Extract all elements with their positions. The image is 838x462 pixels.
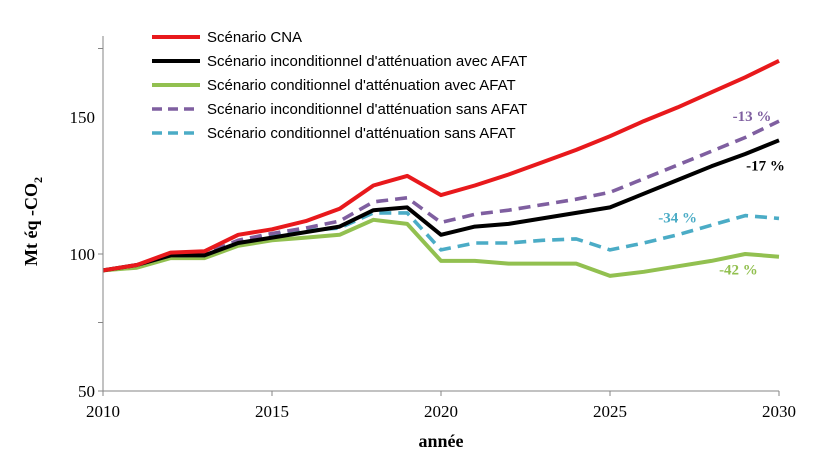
y-tick-label: 50 xyxy=(78,382,95,401)
legend: Scénario CNA Scénario inconditionnel d'at… xyxy=(152,29,527,142)
series-line-2 xyxy=(102,217,780,278)
y-axis-title-subscript: 2 xyxy=(31,177,45,183)
y-tick-label: 150 xyxy=(70,108,96,127)
legend-label-3: Scénario inconditionnel d'atténuation sa… xyxy=(207,101,527,118)
reduction-annotation-3: -42 % xyxy=(719,263,758,279)
series-line-0 xyxy=(102,59,780,273)
legend-label-1: Scénario inconditionnel d'atténuation av… xyxy=(207,53,527,70)
x-tick-label: 2025 xyxy=(593,402,627,421)
annotations: -13 % -17 % -34 % -42 % xyxy=(658,109,785,278)
x-tick-label: 2020 xyxy=(424,402,458,421)
tick-labels: 2010 2015 2020 2025 2030 50 100 150 xyxy=(70,108,797,421)
y-axis-title-text: Mt éq -CO xyxy=(21,183,41,266)
x-tick-label: 2010 xyxy=(86,402,120,421)
axes xyxy=(98,36,780,396)
reduction-annotation-0: -13 % xyxy=(733,109,772,125)
series-line-1 xyxy=(102,138,780,273)
x-tick-label: 2015 xyxy=(255,402,289,421)
y-axis-title: Mt éq -CO2 xyxy=(21,177,45,266)
plot-lines xyxy=(102,59,780,278)
y-tick-label: 100 xyxy=(70,245,96,264)
x-tick-label: 2030 xyxy=(762,402,796,421)
legend-label-0: Scénario CNA xyxy=(207,29,302,46)
legend-label-2: Scénario conditionnel d'atténuation avec… xyxy=(207,77,516,94)
legend-label-4: Scénario conditionnel d'atténuation sans… xyxy=(207,125,516,142)
reduction-annotation-1: -17 % xyxy=(746,158,785,174)
x-axis-title: année xyxy=(419,431,464,451)
reduction-annotation-2: -34 % xyxy=(658,210,697,226)
